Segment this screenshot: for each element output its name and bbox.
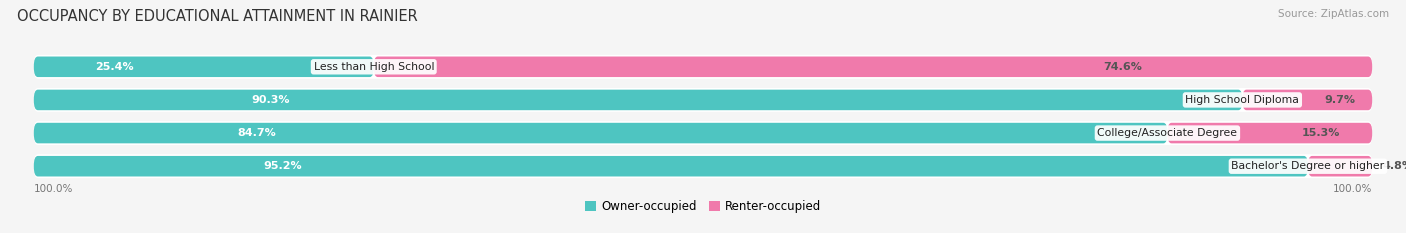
Text: 25.4%: 25.4% — [96, 62, 134, 72]
Text: College/Associate Degree: College/Associate Degree — [1098, 128, 1237, 138]
Text: 4.8%: 4.8% — [1384, 161, 1406, 171]
FancyBboxPatch shape — [34, 88, 1372, 112]
Text: Less than High School: Less than High School — [314, 62, 434, 72]
Text: 100.0%: 100.0% — [34, 184, 73, 194]
Text: 84.7%: 84.7% — [238, 128, 277, 138]
FancyBboxPatch shape — [34, 121, 1372, 145]
Legend: Owner-occupied, Renter-occupied: Owner-occupied, Renter-occupied — [579, 195, 827, 218]
Text: OCCUPANCY BY EDUCATIONAL ATTAINMENT IN RAINIER: OCCUPANCY BY EDUCATIONAL ATTAINMENT IN R… — [17, 9, 418, 24]
Text: High School Diploma: High School Diploma — [1185, 95, 1299, 105]
FancyBboxPatch shape — [34, 154, 1372, 178]
FancyBboxPatch shape — [1308, 156, 1372, 176]
FancyBboxPatch shape — [1167, 123, 1372, 143]
Text: Bachelor's Degree or higher: Bachelor's Degree or higher — [1232, 161, 1385, 171]
Text: 9.7%: 9.7% — [1324, 95, 1355, 105]
FancyBboxPatch shape — [1243, 90, 1372, 110]
FancyBboxPatch shape — [34, 156, 1308, 176]
Text: 100.0%: 100.0% — [1333, 184, 1372, 194]
Text: Source: ZipAtlas.com: Source: ZipAtlas.com — [1278, 9, 1389, 19]
Text: 15.3%: 15.3% — [1302, 128, 1340, 138]
Text: 90.3%: 90.3% — [252, 95, 290, 105]
FancyBboxPatch shape — [34, 123, 1167, 143]
Text: 74.6%: 74.6% — [1104, 62, 1142, 72]
FancyBboxPatch shape — [34, 90, 1243, 110]
Text: 95.2%: 95.2% — [263, 161, 302, 171]
FancyBboxPatch shape — [34, 55, 1372, 79]
FancyBboxPatch shape — [374, 57, 1372, 77]
FancyBboxPatch shape — [34, 57, 374, 77]
